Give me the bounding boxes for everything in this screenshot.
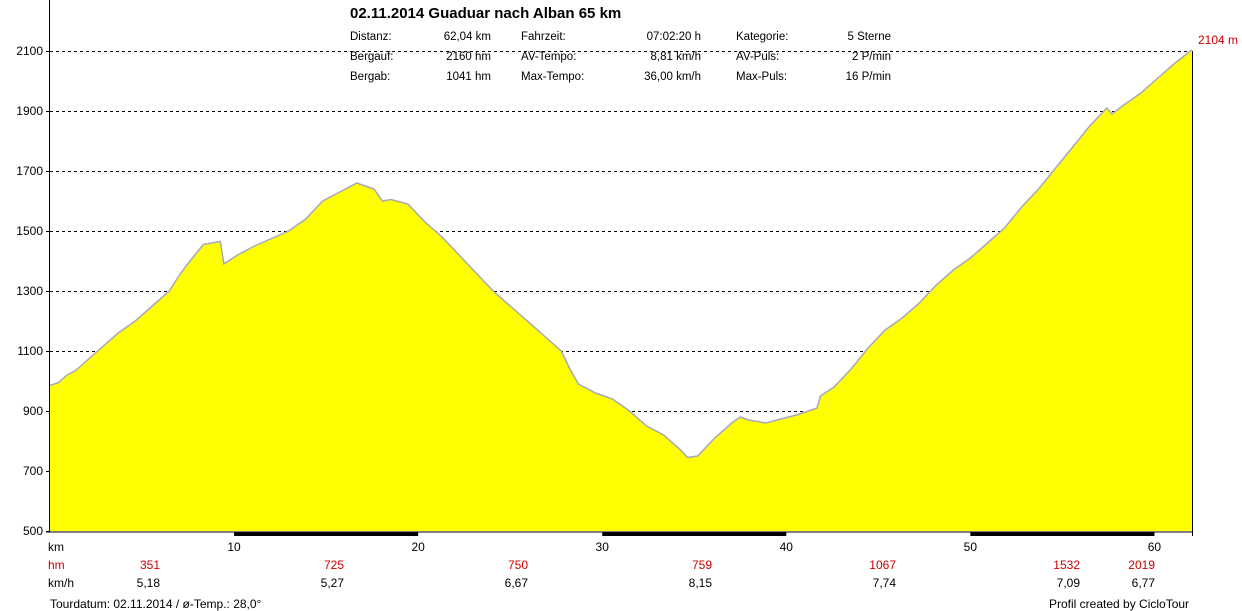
end-elevation-label: 2104 m xyxy=(1198,33,1239,47)
avtempo-value: 8,81 km/h xyxy=(650,51,702,63)
y-tick-label: 1100 xyxy=(17,344,43,358)
km-tick-label: 20 xyxy=(411,540,425,554)
elevation-line xyxy=(49,49,1193,459)
y-tick-label: 2100 xyxy=(16,44,43,58)
distanz-value: 62,04 km xyxy=(443,31,491,43)
bergauf-value: 2160 hm xyxy=(446,51,491,63)
km-tick-label: 30 xyxy=(595,540,609,554)
maxtempo-label: Max-Tempo: xyxy=(521,71,585,83)
kmh-value: 5,27 xyxy=(320,576,344,590)
credit-footer: Profil created by CicloTour xyxy=(1049,597,1190,611)
y-tick-label: 900 xyxy=(23,404,43,418)
km-tick-label: 60 xyxy=(1147,540,1162,554)
km-row-label: km xyxy=(48,540,64,554)
hm-value: 759 xyxy=(691,558,712,572)
maxpuls-label: Max-Puls: xyxy=(736,71,788,83)
fahrzeit-label: Fahrzeit: xyxy=(521,31,566,43)
kategorie-label: Kategorie: xyxy=(736,31,789,43)
kategorie-value: 5 Sterne xyxy=(847,31,891,43)
elevation-area xyxy=(50,49,1192,532)
hm-row-label: hm xyxy=(48,558,65,572)
maxtempo-value: 36,00 km/h xyxy=(644,71,701,83)
hm-value: 725 xyxy=(323,558,344,572)
kmh-value: 7,74 xyxy=(872,576,896,590)
y-tick-label: 1500 xyxy=(16,224,43,238)
y-tick-label: 700 xyxy=(23,464,43,478)
hm-value: 2019 xyxy=(1128,558,1155,572)
kmh-value: 6,77 xyxy=(1131,576,1155,590)
axis-segment-bar xyxy=(602,532,787,536)
axis-segment-bar xyxy=(970,532,1155,536)
bergab-value: 1041 hm xyxy=(446,71,491,83)
km-tick-label: 10 xyxy=(227,540,241,554)
kmh-value: 7,09 xyxy=(1056,576,1080,590)
y-tick-label: 1300 xyxy=(16,284,43,298)
maxpuls-value: 16 P/min xyxy=(845,71,891,83)
bergauf-label: Bergauf: xyxy=(350,51,394,63)
hm-value: 351 xyxy=(139,558,160,572)
hm-value: 750 xyxy=(507,558,528,572)
fahrzeit-value: 07:02:20 h xyxy=(646,31,701,43)
y-tick-labels: 500 700 900 1100 1300 1500 1700 1900 2100 xyxy=(16,44,43,538)
kmh-value: 8,15 xyxy=(688,576,712,590)
axes xyxy=(46,0,1193,536)
hm-value: 1067 xyxy=(869,558,896,572)
y-tick-label: 1900 xyxy=(16,104,43,118)
km-tick-label: 40 xyxy=(779,540,793,554)
km-tick-label: 50 xyxy=(963,540,978,554)
y-tick-label: 1700 xyxy=(16,164,43,178)
avpuls-value: 2 P/min xyxy=(852,51,891,63)
distanz-label: Distanz: xyxy=(350,31,392,43)
kmh-row-label: km/h xyxy=(48,576,75,590)
tour-date-footer: Tourdatum: 02.11.2014 / ø-Temp.: 28,0° xyxy=(50,597,262,611)
avtempo-label: AV-Tempo: xyxy=(521,51,577,63)
kmh-value: 6,67 xyxy=(504,576,528,590)
chart-title: 02.11.2014 Guaduar nach Alban 65 km xyxy=(350,5,622,22)
y-tick-label: 500 xyxy=(23,524,43,538)
bergab-label: Bergab: xyxy=(350,71,391,83)
kmh-value: 5,18 xyxy=(136,576,160,590)
axis-segment-bar xyxy=(234,532,419,536)
hm-value: 1532 xyxy=(1053,558,1080,572)
avpuls-label: AV-Puls: xyxy=(736,51,780,63)
